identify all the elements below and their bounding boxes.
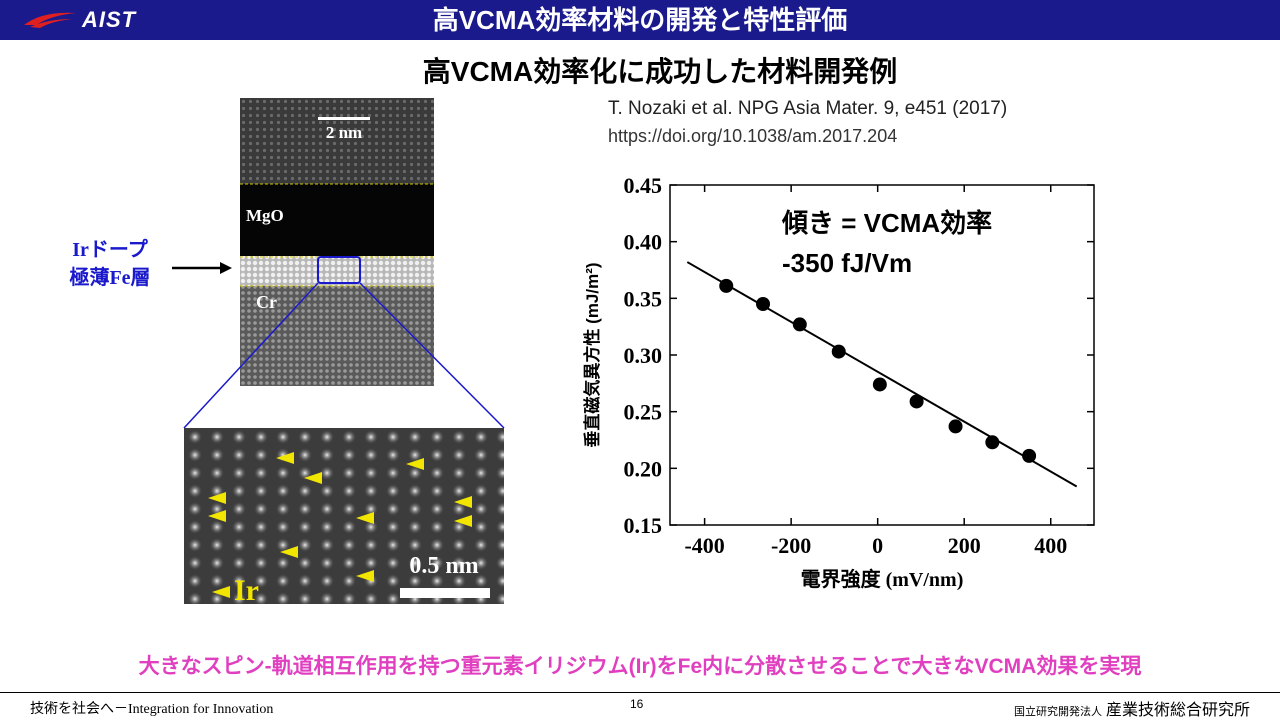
y-tick-label-0: 0.15 <box>624 513 663 538</box>
x-tick-label-2: 0 <box>872 533 883 558</box>
ir-doped-fe-label: Irドープ 極薄Fe層 <box>40 236 180 292</box>
header-bar: 高VCMA効率材料の開発と特性評価 AIST <box>0 0 1280 40</box>
x-axis-label: 電界強度 (mV/nm) <box>801 567 964 591</box>
stem-scale-bar <box>318 117 370 120</box>
fit-line-group <box>686 261 1078 488</box>
y-tick-label-2: 0.25 <box>624 400 663 425</box>
reference-citation: T. Nozaki et al. NPG Asia Mater. 9, e451… <box>608 98 1008 119</box>
data-point-4 <box>872 377 887 392</box>
x-axis-ticks: -400 -200 0 200 400 <box>684 185 1067 558</box>
x-tick-label-1: -200 <box>771 533 811 558</box>
y-tick-label-4: 0.35 <box>624 286 663 311</box>
side-label-line1: Irドープ <box>72 239 148 261</box>
side-label-line2: 極薄Fe層 <box>69 267 151 289</box>
layer-mgo-label: MgO <box>246 206 284 225</box>
zoom-scale-bar <box>400 588 490 598</box>
slide-title: 高VCMA効率材料の開発と特性評価 <box>432 5 848 35</box>
aist-logo: AIST <box>22 6 136 34</box>
arrow-right-icon <box>220 262 232 274</box>
data-point-3 <box>831 344 846 359</box>
slope-annotation-line2: -350 fJ/Vm <box>782 248 912 278</box>
slide-subtitle: 高VCMA効率化に成功した材料開発例 <box>422 56 898 87</box>
x-tick-label-0: -400 <box>684 533 724 558</box>
y-tick-label-1: 0.20 <box>624 456 663 481</box>
data-point-7 <box>985 435 1000 450</box>
zoom-stem-image: Ir 0.5 nm <box>184 428 504 604</box>
org-name: 産業技術総合研究所 <box>1105 702 1250 719</box>
data-point-0 <box>719 278 734 293</box>
zoom-scale-label: 0.5 nm <box>409 553 478 579</box>
layer-cr-label: Cr <box>256 292 277 312</box>
stem-scale-label: 2 nm <box>326 123 362 142</box>
y-axis-ticks: 0.15 0.20 0.25 0.30 0.35 0.40 0.45 <box>624 173 1094 538</box>
reference-doi[interactable]: https://doi.org/10.1038/am.2017.204 <box>608 126 898 146</box>
data-point-5 <box>909 394 924 409</box>
x-tick-label-4: 400 <box>1034 533 1067 558</box>
data-point-6 <box>948 419 963 434</box>
y-tick-label-5: 0.40 <box>624 230 663 255</box>
ir-label: Ir <box>234 574 259 604</box>
fit-line <box>686 261 1078 488</box>
aist-logo-text: AIST <box>82 7 137 32</box>
data-point-2 <box>792 317 807 332</box>
aist-swoosh-icon <box>24 12 76 28</box>
y-tick-label-6: 0.45 <box>624 173 663 198</box>
zoom-region-box <box>317 256 361 284</box>
x-tick-label-3: 200 <box>948 533 981 558</box>
footer-slogan: 技術を社会へ－Integration for Innovation <box>30 702 274 717</box>
y-axis-label: 垂直磁気異方性 (mJ/m²) <box>582 262 602 447</box>
data-point-1 <box>756 297 771 311</box>
ir-atom-markers <box>208 452 472 598</box>
y-tick-label-3: 0.30 <box>624 343 663 368</box>
slope-annotation-line1: 傾き = VCMA効率 <box>781 208 992 238</box>
data-points <box>719 278 1037 463</box>
page-number: 16 <box>630 697 644 711</box>
footer-divider <box>0 692 1280 693</box>
stem-image: 2 nm MgO Cr <box>240 98 434 386</box>
vcma-chart: -400 -200 0 200 400 0.15 0.20 0.25 0.30 0.35 0.40… <box>582 173 1095 591</box>
data-point-8 <box>1022 448 1037 463</box>
footer-organization: 国立研究開発法人 産業技術総合研究所 <box>1014 696 1250 720</box>
org-prefix: 国立研究開発法人 <box>1013 706 1102 718</box>
bottom-message: 大きなスピン-軌道相互作用を持つ重元素イリジウム(Ir)をFe内に分散させること… <box>138 655 1142 678</box>
